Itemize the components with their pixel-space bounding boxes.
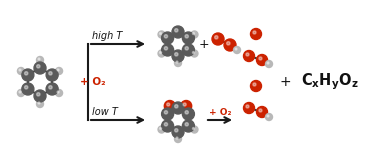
Circle shape: [160, 32, 161, 34]
Circle shape: [227, 42, 230, 45]
Circle shape: [234, 47, 240, 53]
Circle shape: [175, 29, 178, 32]
Circle shape: [253, 31, 256, 34]
Circle shape: [19, 91, 21, 93]
Text: +: +: [279, 75, 291, 89]
Circle shape: [160, 128, 161, 130]
Circle shape: [265, 113, 273, 121]
Circle shape: [162, 44, 174, 56]
Circle shape: [181, 101, 192, 112]
Circle shape: [185, 47, 188, 50]
Circle shape: [192, 32, 194, 34]
Circle shape: [49, 72, 52, 75]
Circle shape: [176, 137, 178, 139]
Circle shape: [17, 90, 25, 96]
Circle shape: [160, 51, 161, 53]
Circle shape: [251, 29, 262, 40]
Circle shape: [46, 83, 58, 95]
Circle shape: [56, 68, 62, 74]
Circle shape: [175, 105, 178, 108]
Circle shape: [37, 57, 43, 63]
Circle shape: [253, 83, 256, 86]
Text: + O₂: + O₂: [80, 77, 105, 87]
Circle shape: [259, 57, 262, 60]
Circle shape: [267, 62, 269, 64]
Circle shape: [19, 69, 21, 71]
Circle shape: [164, 101, 175, 112]
Circle shape: [57, 69, 59, 71]
Circle shape: [158, 31, 165, 38]
Circle shape: [22, 69, 34, 81]
Circle shape: [164, 111, 167, 114]
Circle shape: [158, 126, 165, 133]
Circle shape: [22, 83, 34, 95]
Circle shape: [46, 69, 58, 81]
Circle shape: [25, 72, 28, 75]
Circle shape: [183, 44, 194, 56]
Circle shape: [191, 126, 198, 133]
Circle shape: [191, 31, 198, 38]
Circle shape: [183, 120, 194, 132]
Text: low T: low T: [92, 107, 118, 117]
Circle shape: [164, 123, 167, 126]
Circle shape: [172, 126, 184, 138]
Circle shape: [172, 50, 184, 62]
Circle shape: [251, 81, 262, 92]
Circle shape: [162, 120, 174, 132]
Circle shape: [175, 129, 178, 132]
Circle shape: [172, 102, 184, 114]
Circle shape: [37, 93, 40, 96]
Circle shape: [224, 39, 236, 51]
Circle shape: [257, 54, 268, 65]
Text: $\mathbf{C_x H_y O_z}$: $\mathbf{C_x H_y O_z}$: [301, 72, 359, 92]
Circle shape: [183, 103, 186, 106]
Circle shape: [167, 103, 170, 106]
Circle shape: [185, 123, 188, 126]
Circle shape: [37, 65, 40, 68]
Circle shape: [265, 61, 273, 68]
Circle shape: [56, 90, 62, 96]
Circle shape: [191, 50, 198, 57]
Circle shape: [158, 50, 165, 57]
Circle shape: [235, 48, 237, 50]
Circle shape: [38, 102, 40, 104]
Circle shape: [185, 111, 188, 114]
Circle shape: [246, 105, 249, 108]
Circle shape: [192, 51, 194, 53]
Circle shape: [175, 135, 181, 143]
Circle shape: [257, 106, 268, 117]
Circle shape: [164, 35, 167, 38]
Circle shape: [17, 68, 25, 74]
Circle shape: [192, 128, 194, 130]
Circle shape: [246, 53, 249, 56]
Circle shape: [57, 91, 59, 93]
Circle shape: [267, 115, 269, 117]
Circle shape: [212, 33, 224, 45]
Circle shape: [243, 51, 254, 62]
Circle shape: [175, 60, 181, 66]
Circle shape: [37, 101, 43, 107]
Circle shape: [185, 35, 188, 38]
Circle shape: [172, 26, 184, 38]
Circle shape: [34, 90, 46, 102]
Circle shape: [25, 86, 28, 89]
Circle shape: [259, 109, 262, 112]
Circle shape: [183, 108, 194, 120]
Circle shape: [49, 86, 52, 89]
Circle shape: [162, 32, 174, 44]
Circle shape: [164, 47, 167, 50]
Circle shape: [34, 62, 46, 74]
Circle shape: [175, 53, 178, 56]
Circle shape: [243, 102, 254, 113]
Circle shape: [162, 108, 174, 120]
Circle shape: [38, 58, 40, 60]
Circle shape: [183, 32, 194, 44]
Circle shape: [176, 61, 178, 63]
Text: +: +: [199, 38, 209, 51]
Text: high T: high T: [92, 31, 122, 41]
Text: + O₂: + O₂: [209, 108, 231, 117]
Circle shape: [215, 36, 218, 39]
